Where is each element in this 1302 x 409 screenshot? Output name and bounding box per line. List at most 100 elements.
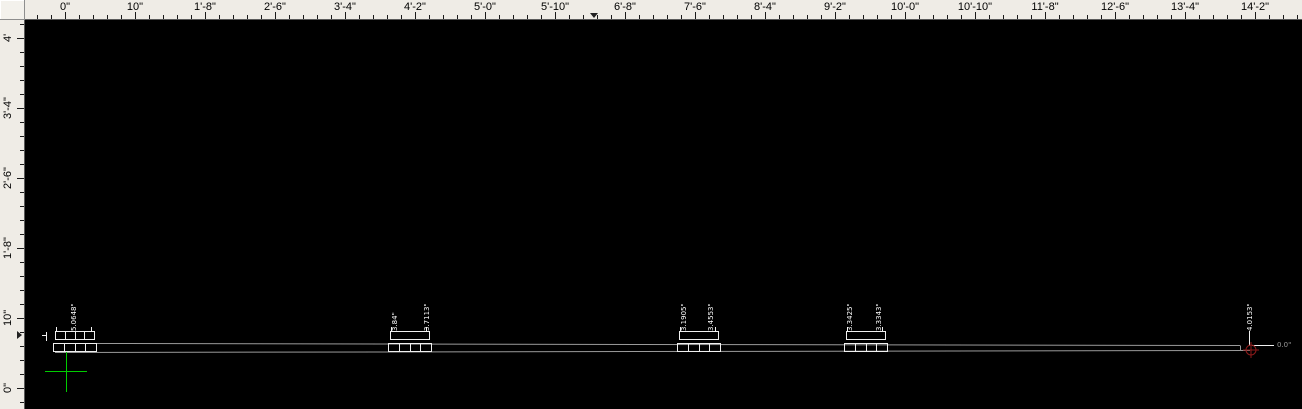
- end-hook: [46, 332, 47, 341]
- beam-line: [54, 350, 1251, 353]
- ruler-tick: [1241, 15, 1242, 19]
- ruler-tick: [1143, 15, 1144, 19]
- ruler-tick: [17, 388, 24, 389]
- ruler-tick: [20, 234, 24, 235]
- ruler-tick: [20, 24, 24, 25]
- ruler-label: 3'-4": [334, 1, 356, 13]
- ruler-tick: [723, 15, 724, 19]
- ruler-label: 9'-2": [824, 1, 846, 13]
- ruler-tick: [1213, 15, 1214, 19]
- section-divider: [688, 343, 689, 352]
- ruler-label: 11'-8": [1031, 1, 1059, 13]
- ruler-tick: [849, 15, 850, 19]
- dimension-label: 3.7113": [423, 303, 431, 331]
- section-divider: [866, 343, 867, 352]
- ruler-corner: [0, 0, 25, 20]
- ruler-label: 2'-6": [2, 167, 14, 189]
- ruler-tick: [1059, 15, 1060, 19]
- ruler-tick: [611, 15, 612, 19]
- ruler-tick: [1129, 15, 1130, 19]
- ruler-tick: [20, 304, 24, 305]
- leader-tick: [91, 327, 92, 331]
- ruler-tick: [1269, 15, 1270, 19]
- ruler-label: 8'-4": [754, 1, 776, 13]
- ruler-label: 4'-2": [404, 1, 426, 13]
- dimension-label: 3.1905": [680, 303, 688, 331]
- section-divider: [85, 343, 86, 352]
- ruler-tick: [975, 12, 976, 19]
- section-divider: [855, 343, 856, 352]
- ruler-tick: [345, 12, 346, 19]
- ruler-tick: [1115, 12, 1116, 19]
- ruler-tick: [20, 192, 24, 193]
- ruler-tick: [653, 15, 654, 19]
- ruler-tick: [1157, 15, 1158, 19]
- leader-tick: [426, 327, 427, 331]
- leader-tick: [715, 327, 716, 331]
- ruler-tick: [919, 15, 920, 19]
- ruler-label: 5'-0": [474, 1, 496, 13]
- ruler-label: 12'-6": [1100, 1, 1130, 13]
- ruler-tick: [1171, 15, 1172, 19]
- dimension-label: 3.3343": [875, 303, 883, 331]
- ruler-tick: [821, 15, 822, 19]
- ruler-cursor-marker: [17, 331, 22, 339]
- ruler-label: 10'-10": [957, 1, 993, 13]
- ruler-tick: [527, 15, 528, 19]
- ruler-tick: [93, 15, 94, 19]
- joist-seat-rect: [846, 331, 886, 340]
- section-divider: [75, 343, 76, 352]
- end-hook: [42, 335, 47, 336]
- leader-tick: [680, 327, 681, 331]
- ruler-tick: [541, 15, 542, 19]
- ruler-label: 10": [126, 1, 144, 13]
- section-divider: [410, 343, 411, 352]
- ruler-label: 0": [2, 382, 14, 393]
- ruler-label: 3'-4": [2, 97, 14, 119]
- ruler-tick: [877, 15, 878, 19]
- ruler-tick: [1297, 15, 1298, 19]
- top-ruler[interactable]: 0" 10" 1'-8" 2'-6" 3'-4" 4'-2" 5'-0" 5'-10" 6'-8…: [0, 0, 1302, 20]
- ruler-label: 5'-10": [540, 1, 570, 13]
- ruler-tick: [1255, 12, 1256, 19]
- ruler-tick: [695, 12, 696, 19]
- joist-seat-rect: [390, 331, 430, 340]
- ruler-tick: [20, 122, 24, 123]
- ruler-tick: [583, 15, 584, 19]
- ruler-label: 4': [2, 33, 14, 42]
- ruler-label: 13'-4": [1170, 1, 1200, 13]
- ruler-tick: [303, 15, 304, 19]
- ruler-tick: [807, 15, 808, 19]
- ruler-tick: [20, 374, 24, 375]
- ruler-tick: [205, 12, 206, 19]
- ruler-tick: [1227, 15, 1228, 19]
- support-detail: [677, 327, 721, 352]
- ruler-tick: [779, 15, 780, 19]
- ruler-tick: [429, 15, 430, 19]
- ruler-tick: [79, 15, 80, 19]
- ruler-tick: [20, 80, 24, 81]
- ruler-tick: [37, 15, 38, 19]
- ruler-tick: [1045, 12, 1046, 19]
- ruler-tick: [261, 15, 262, 19]
- ruler-label: 14'-2": [1240, 1, 1270, 13]
- ruler-tick: [485, 12, 486, 19]
- section-divider: [420, 343, 421, 352]
- section-divider: [876, 343, 877, 352]
- ruler-tick: [905, 12, 906, 19]
- ruler-tick: [20, 66, 24, 67]
- section-divider: [65, 331, 66, 340]
- ruler-tick: [415, 12, 416, 19]
- ruler-tick: [17, 248, 24, 249]
- ruler-tick: [667, 15, 668, 19]
- left-ruler[interactable]: 4' 3'-4" 2'-6" 1'-8" 10" 0": [0, 20, 25, 409]
- ruler-tick: [1101, 15, 1102, 19]
- ruler-tick: [499, 15, 500, 19]
- ruler-label: 10": [2, 309, 14, 326]
- ruler-tick: [1073, 15, 1074, 19]
- ruler-tick: [317, 15, 318, 19]
- ruler-label: 6'-8": [614, 1, 636, 13]
- ruler-tick: [471, 15, 472, 19]
- ruler-tick: [569, 15, 570, 19]
